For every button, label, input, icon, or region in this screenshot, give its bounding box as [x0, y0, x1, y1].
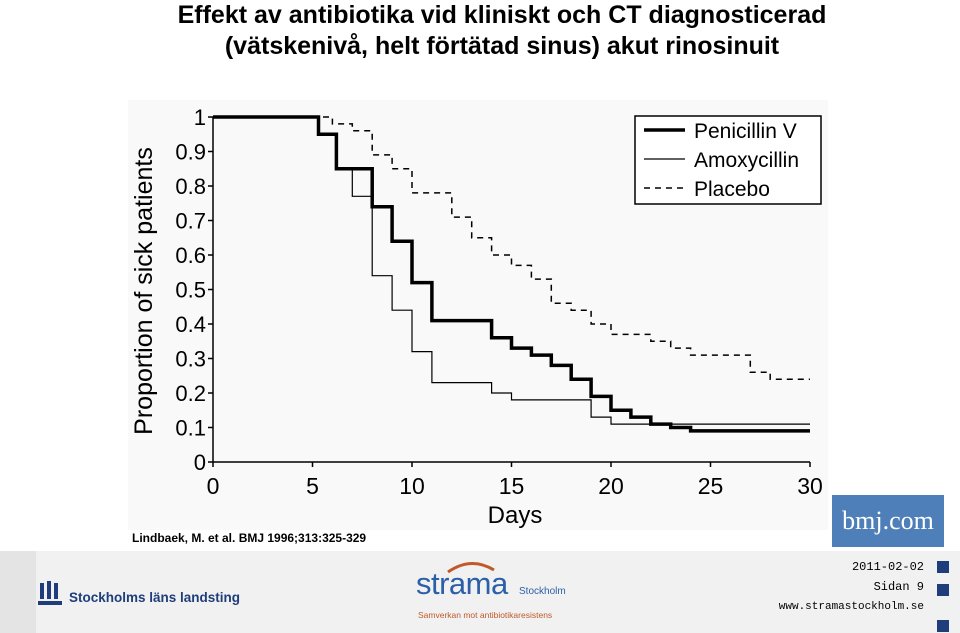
y-tick-label: 1	[194, 105, 206, 130]
legend-label: Penicillin V	[694, 120, 797, 143]
decor-square	[937, 620, 949, 632]
strama-location: Stockholm	[519, 586, 566, 597]
slide-title: Effekt av antibiotika vid kliniskt och C…	[92, 0, 912, 62]
strama-name: strama	[416, 566, 508, 601]
chart-axes: 0 5 10 15 20 25 30 0 0.1 0.2 0.3 0.4 0.5 0.6 0.7 0.8 0.9…	[175, 105, 822, 499]
footer-side-panel	[0, 551, 36, 633]
y-tick-label: 0.8	[175, 174, 206, 199]
x-tick-label: 30	[797, 473, 823, 499]
chart-legend: Penicillin V Amoxycillin Placebo	[634, 115, 822, 205]
decor-square	[937, 561, 949, 573]
decor-square	[937, 584, 949, 596]
sll-crown-icon	[38, 581, 62, 605]
x-tick-label: 5	[306, 473, 319, 499]
y-tick-label: 0.1	[175, 416, 206, 441]
x-tick-label: 15	[499, 473, 525, 499]
slide-date: 2011-02-02	[851, 560, 924, 574]
sll-org-name: Stockholms läns landsting	[69, 590, 241, 605]
y-tick-label: 0.4	[175, 312, 206, 337]
x-axis-title: Days	[488, 502, 543, 529]
y-tick-label: 0.2	[175, 381, 206, 406]
strama-tagline: Samverkan mot antibiotikaresistens	[418, 610, 553, 620]
legend-label: Amoxycillin	[694, 149, 799, 172]
y-tick-label: 0.5	[175, 278, 206, 303]
y-tick-label: 0.3	[175, 347, 206, 372]
series-line-amoxycillin	[213, 116, 810, 425]
legend-label: Placebo	[694, 178, 770, 201]
y-tick-label: 0.6	[175, 243, 206, 268]
strama-arc-icon	[447, 562, 495, 574]
bmj-logo: bmj.com	[832, 495, 944, 547]
page-number: Sidan 9	[873, 580, 924, 594]
x-tick-label: 0	[207, 473, 220, 499]
chart-series	[213, 115, 810, 433]
footer-url[interactable]: www.stramastockholm.se	[778, 601, 924, 613]
y-tick-label: 0	[194, 450, 206, 475]
x-tick-label: 10	[399, 473, 425, 499]
x-tick-label: 20	[598, 473, 624, 499]
y-tick-label: 0.7	[175, 209, 206, 234]
series-line-placebo	[213, 116, 810, 380]
y-tick-label: 0.9	[175, 140, 206, 165]
title-line-1: Effekt av antibiotika vid kliniskt och C…	[177, 1, 827, 29]
y-axis-title: Proportion of sick patients	[130, 147, 158, 435]
citation: Lindbaek, M. et al. BMJ 1996;313:325-329	[132, 531, 367, 545]
survival-chart: 0 5 10 15 20 25 30 0 0.1 0.2 0.3 0.4 0.5 0.6 0.7 0.8 0.9…	[128, 100, 828, 530]
title-line-2: (vätskenivå, helt förtätad sinus) akut r…	[224, 32, 780, 60]
x-tick-label: 25	[698, 473, 724, 499]
